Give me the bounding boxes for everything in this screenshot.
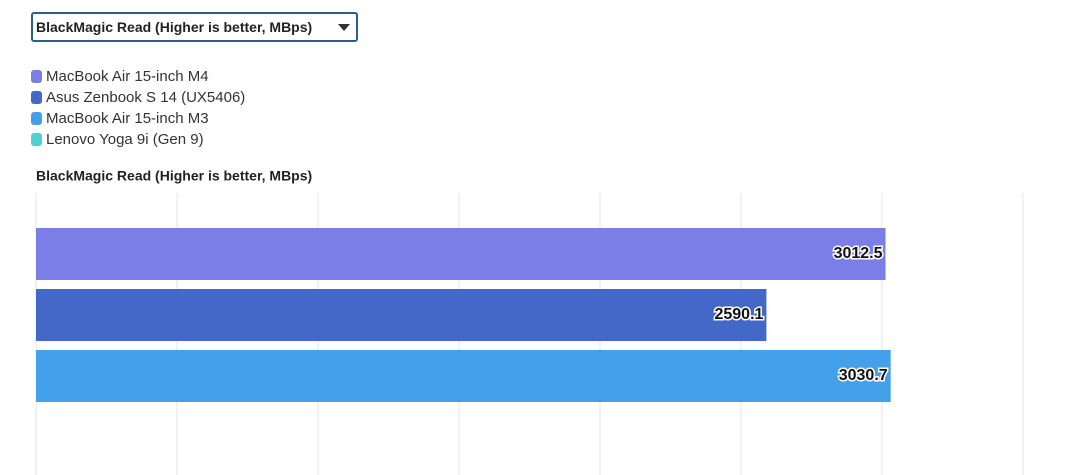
bar (36, 350, 891, 402)
legend-swatch (31, 133, 42, 146)
dropdown-label: BlackMagic Read (Higher is better, MBps) (36, 19, 313, 35)
legend-label: Asus Zenbook S 14 (UX5406) (46, 89, 246, 106)
legend-item[interactable]: MacBook Air 15-inch M3 (31, 108, 245, 129)
legend-item[interactable]: Asus Zenbook S 14 (UX5406) (31, 87, 245, 108)
bar (36, 289, 767, 341)
legend: MacBook Air 15-inch M4 Asus Zenbook S 14 … (31, 66, 245, 150)
legend-item[interactable]: MacBook Air 15-inch M4 (31, 66, 245, 87)
data-label: 3030.7 (839, 367, 888, 384)
legend-label: MacBook Air 15-inch M4 (46, 68, 209, 85)
legend-item[interactable]: Lenovo Yoga 9i (Gen 9) (31, 129, 245, 150)
data-label: 2590.1 (714, 306, 763, 323)
data-label: 3012.5 (834, 245, 883, 262)
legend-swatch (31, 70, 42, 83)
legend-swatch (31, 112, 42, 125)
legend-swatch (31, 91, 42, 104)
dropdown[interactable]: BlackMagic Read (Higher is better, MBps) (31, 12, 358, 42)
dropdown-caret (338, 24, 350, 31)
legend-label: Lenovo Yoga 9i (Gen 9) (46, 131, 204, 148)
chart-title: BlackMagic Read (Higher is better, MBps) (36, 168, 312, 184)
bar (36, 228, 886, 280)
legend-label: MacBook Air 15-inch M3 (46, 110, 209, 127)
